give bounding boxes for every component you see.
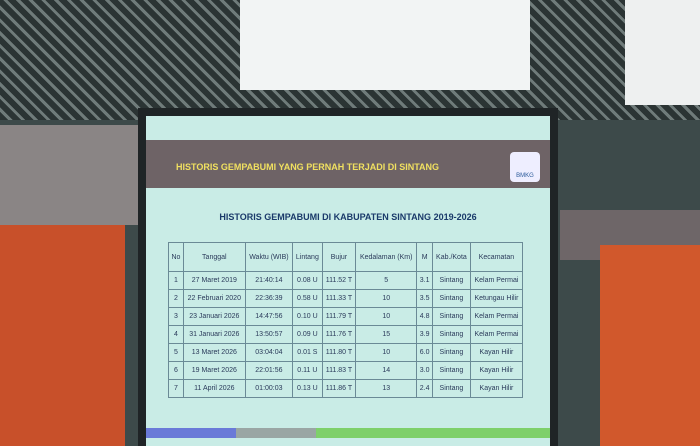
table-cell: 22 Februari 2020 (182, 289, 246, 308)
window (240, 0, 530, 90)
column-header: Lintang (292, 242, 323, 272)
table-cell: Sintang (431, 289, 471, 308)
table-cell: 03:04:04 (244, 343, 294, 362)
table-row: 3 23 Januari 2026 14:47:56 0.10 U 111.79 T 10… (168, 307, 524, 326)
table-cell: 11 April 2026 (182, 379, 246, 398)
table-cell: Sintang (431, 361, 471, 380)
table-row: 7 11 April 2026 01:00:03 0.13 U 111.86 T 13 2.… (168, 379, 524, 398)
table: No Tanggal Waktu (WIB) Lintang Bujur Kedalama… (168, 242, 524, 398)
table-cell: Sintang (431, 307, 471, 326)
table-cell: 3.5 (416, 289, 433, 308)
table-cell: 14:47:56 (244, 307, 294, 326)
table-cell: 14 (355, 361, 418, 380)
table-cell: 0.09 U (292, 325, 323, 344)
table-cell: Kelam Permai (469, 325, 524, 344)
table-cell: 10 (355, 343, 418, 362)
color-strip (236, 428, 316, 438)
logo: BMKG (510, 152, 540, 182)
table-row: 6 19 Maret 2026 22:01:56 0.11 U 111.83 T 14 3.… (168, 361, 524, 380)
table-cell: 10 (355, 289, 418, 308)
table-row: 5 13 Maret 2026 03:04:04 0.01 S 111.80 T 10 6.… (168, 343, 524, 362)
color-strip (146, 428, 236, 438)
table-cell: Kayan Hilir (469, 343, 524, 362)
table-cell: 31 Januari 2026 (182, 325, 246, 344)
table-cell: 27 Maret 2019 (182, 271, 246, 290)
window (625, 0, 700, 105)
table-cell: 13 (355, 379, 418, 398)
table-cell: 0.13 U (292, 379, 323, 398)
table-cell: 15 (355, 325, 418, 344)
table-cell: 5 (355, 271, 418, 290)
table-cell: 23 Januari 2026 (182, 307, 246, 326)
column-header: Kecamatan (469, 242, 524, 272)
table-cell: 22:36:39 (244, 289, 294, 308)
table-cell: 111.52 T (321, 271, 357, 290)
table-cell: 13:50:57 (244, 325, 294, 344)
table-cell: Kelam Permai (469, 307, 524, 326)
table-cell: 6 (168, 361, 184, 380)
table-row: 4 31 Januari 2026 13:50:57 0.09 U 111.76 T 15… (168, 325, 524, 344)
table-cell: 2.4 (416, 379, 433, 398)
curtain (0, 225, 125, 446)
column-header: Kab./Kota (431, 242, 471, 272)
table-cell: 7 (168, 379, 184, 398)
table-cell: Sintang (431, 325, 471, 344)
slide: HISTORIS GEMPABUMI YANG PERNAH TERJADI D… (146, 116, 550, 446)
table-cell: 111.80 T (321, 343, 357, 362)
table-cell: 0.58 U (292, 289, 323, 308)
table-cell: 3.0 (416, 361, 433, 380)
table-cell: 0.01 S (292, 343, 323, 362)
table-cell: Kayan Hilir (469, 379, 524, 398)
column-header: Waktu (WIB) (244, 242, 294, 272)
table-cell: 01:00:03 (244, 379, 294, 398)
table-cell: 111.86 T (321, 379, 357, 398)
table-cell: 4.8 (416, 307, 433, 326)
table-cell: 0.10 U (292, 307, 323, 326)
slide-header (146, 140, 550, 188)
table-cell: 111.33 T (321, 289, 357, 308)
header-title: HISTORIS GEMPABUMI YANG PERNAH TERJADI D… (176, 162, 440, 172)
table-cell: 3.1 (416, 271, 433, 290)
curtain-valance (0, 125, 145, 225)
column-header: No (168, 242, 184, 272)
table-cell: 22:01:56 (244, 361, 294, 380)
table-cell: 19 Maret 2026 (182, 361, 246, 380)
table-row: 1 27 Maret 2019 21:40:14 0.08 U 111.52 T 5 3.1… (168, 271, 524, 290)
table-cell: 111.79 T (321, 307, 357, 326)
table-cell: 10 (355, 307, 418, 326)
table-cell: Sintang (431, 271, 471, 290)
table-cell: Kayan Hilir (469, 361, 524, 380)
column-header: Kedalaman (Km) (355, 242, 418, 272)
column-header: Tanggal (182, 242, 246, 272)
table-title: HISTORIS GEMPABUMI DI KABUPATEN SINTANG … (219, 212, 477, 222)
table-cell: Sintang (431, 379, 471, 398)
table-cell: 3.9 (416, 325, 433, 344)
table-cell: 13 Maret 2026 (182, 343, 246, 362)
table-cell: 3 (168, 307, 184, 326)
table-cell: 2 (168, 289, 184, 308)
table-cell: 0.11 U (292, 361, 323, 380)
column-header: M (416, 242, 433, 272)
table-cell: 6.0 (416, 343, 433, 362)
table-cell: 111.83 T (321, 361, 357, 380)
table-cell: 0.08 U (292, 271, 323, 290)
table-cell: 5 (168, 343, 184, 362)
table-cell: Ketungau Hilir (469, 289, 524, 308)
column-header: Bujur (321, 242, 357, 272)
table-cell: 111.76 T (321, 325, 357, 344)
table-cell: 4 (168, 325, 184, 344)
table-cell: Sintang (431, 343, 471, 362)
curtain (600, 245, 700, 446)
table-cell: 1 (168, 271, 184, 290)
table-cell: 21:40:14 (244, 271, 294, 290)
color-strip (316, 428, 550, 438)
table-cell: Kelam Permai (469, 271, 524, 290)
